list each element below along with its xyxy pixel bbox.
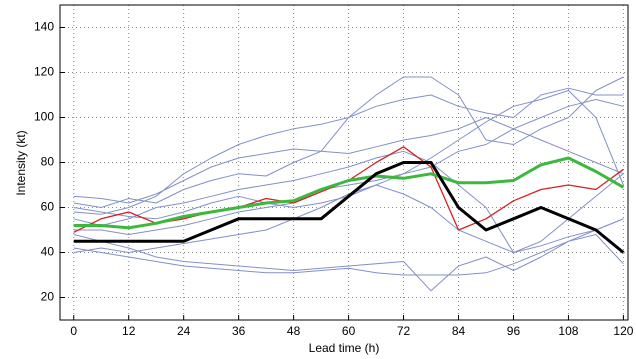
y-tick-label: 60: [41, 200, 55, 214]
series-line: [73, 161, 625, 254]
y-tick-label: 100: [34, 110, 54, 124]
series-line: [73, 234, 624, 292]
series-line: [73, 87, 624, 208]
series-line: [73, 150, 624, 253]
y-tick-label: 80: [41, 155, 55, 169]
y-tick-label: 20: [41, 290, 55, 304]
series-line: [73, 99, 624, 235]
y-tick-label: 40: [41, 245, 55, 259]
series-line: [73, 218, 624, 276]
x-tick-label: 0: [70, 324, 77, 338]
x-tick-label: 36: [232, 324, 246, 338]
x-tick-label: 108: [558, 324, 578, 338]
series-line: [73, 184, 624, 253]
y-tick-label: 120: [34, 65, 54, 79]
x-axis-label: Lead time (h): [309, 341, 380, 355]
x-tick-label: 48: [287, 324, 301, 338]
x-tick-label: 24: [177, 324, 191, 338]
y-tick-label: 140: [34, 20, 54, 34]
x-tick-label: 12: [122, 324, 136, 338]
plot-frame: [59, 4, 629, 321]
y-axis-label: Intensity (kt): [14, 130, 28, 195]
x-tick-label: 60: [342, 324, 356, 338]
x-tick-label: 72: [397, 324, 411, 338]
x-tick-label: 120: [613, 324, 633, 338]
series-line: [73, 156, 625, 230]
series-line: [73, 117, 624, 204]
x-tick-label: 84: [452, 324, 466, 338]
x-tick-label: 96: [507, 324, 521, 338]
